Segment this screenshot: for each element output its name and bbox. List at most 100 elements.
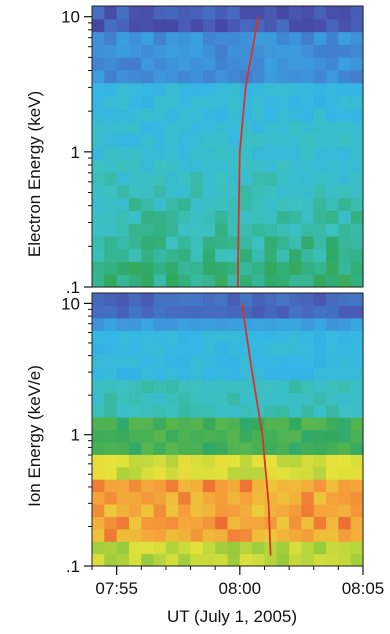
heatmap-cell [215,553,229,567]
heatmap-cell [190,305,204,319]
heatmap-cell [153,31,167,45]
heatmap-cell [239,31,253,45]
heatmap-cell [313,528,327,542]
heatmap-cell [227,342,241,356]
heatmap-cell [92,248,105,263]
heatmap-cell [178,133,192,148]
heatmap-cell [301,133,315,148]
heatmap-cell [92,223,105,237]
heatmap-cell [178,454,192,468]
heatmap-cell [338,466,352,480]
heatmap-cell [128,317,142,331]
heatmap-cell [239,367,253,381]
heatmap-cell [313,133,327,148]
heatmap-cell [92,44,105,58]
heatmap-cell [128,367,142,381]
heatmap-cell [116,172,130,186]
heatmap-cell [289,528,303,542]
heatmap-cell [239,528,253,542]
heatmap-cell [289,293,303,307]
heatmap-cell [338,82,352,97]
heatmap-cell [215,210,229,224]
heatmap-cell [276,516,290,530]
heatmap-cell [141,479,155,493]
heatmap-cell [326,18,339,33]
heatmap-cell [190,57,204,71]
heatmap-cell [104,261,118,275]
heatmap-cell [190,18,204,33]
heatmap-cell [141,541,155,555]
heatmap-cell [141,330,155,344]
heatmap-cell [326,108,339,122]
heatmap-cell [215,379,229,393]
heatmap-cell [276,342,290,356]
heatmap-cell [289,317,303,331]
heatmap-cell [239,95,253,109]
heatmap-cell [350,404,364,418]
heatmap-cell [313,31,327,45]
heatmap-cell [264,210,278,224]
heatmap-cell [252,223,266,237]
heatmap-cell [338,184,352,199]
heatmap-cell [215,197,229,211]
heatmap-cell [92,184,105,199]
x-tick-label: 07:55 [95,579,138,598]
heatmap-cell [313,82,327,97]
heatmap-cell [165,248,179,263]
heatmap-cell [141,491,155,505]
heatmap-cell [350,491,364,505]
heatmap-cell [227,404,241,418]
heatmap-cell [141,553,155,567]
heatmap-cell [252,235,266,250]
heatmap-cell [239,210,253,224]
heatmap-cell [350,367,364,381]
heatmap-cell [239,69,253,84]
heatmap-cell [338,133,352,148]
heatmap-cell [104,57,118,71]
heatmap-cell [350,197,364,211]
heatmap-cell [202,553,216,567]
heatmap-cell [153,44,167,58]
heatmap-cell [289,367,303,381]
heatmap-cell [178,261,192,275]
heatmap-cell [92,454,105,468]
heatmap-cell [141,503,155,517]
heatmap-cell [153,223,167,237]
heatmap-cell [350,18,364,33]
heatmap-cell [289,392,303,406]
heatmap-cell [313,44,327,58]
heatmap-cell [276,429,290,443]
heatmap-cell [92,18,105,33]
heatmap-cell [326,223,339,237]
heatmap-cell [165,429,179,443]
heatmap-cell [350,392,364,406]
heatmap-cell [165,293,179,307]
heatmap-cell [215,367,229,381]
ion-energy-axis-title: Ion Energy (keV/e) [25,365,44,507]
heatmap-cell [289,417,303,431]
heatmap-cell [350,429,364,443]
heatmap-cell [165,379,179,393]
heatmap-cell [313,18,327,33]
heatmap-cell [153,293,167,307]
time-axis-title: UT (July 1, 2005) [167,607,297,626]
heatmap-cell [92,82,105,97]
heatmap-cell [289,18,303,33]
heatmap-cell [190,404,204,418]
heatmap-cell [165,528,179,542]
heatmap-cell [326,355,339,369]
heatmap-cell [326,367,339,381]
heatmap-cell [227,417,241,431]
heatmap-cell [252,95,266,109]
heatmap-cell [128,95,142,109]
heatmap-cell [289,541,303,555]
heatmap-cell [264,18,278,33]
heatmap-cell [215,235,229,250]
heatmap-cell [215,429,229,443]
heatmap-cell [264,6,278,20]
heatmap-cell [202,528,216,542]
heatmap-cell [141,120,155,135]
heatmap-cell [190,146,204,160]
y-tick-label: .1 [66,278,80,297]
heatmap-cell [202,159,216,173]
